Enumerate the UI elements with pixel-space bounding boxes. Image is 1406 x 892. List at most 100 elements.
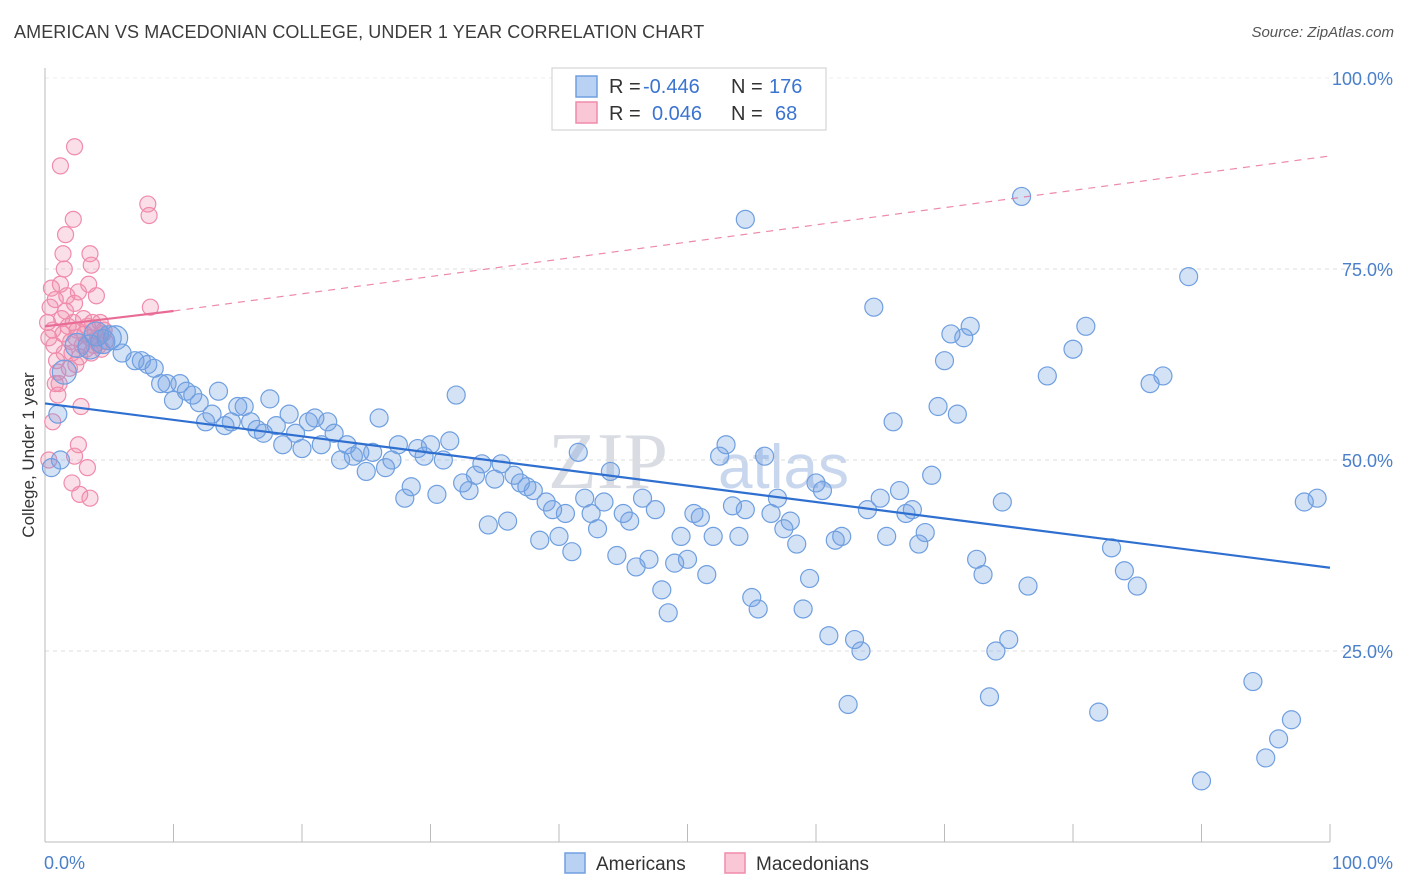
americans-point bbox=[478, 515, 498, 535]
americans-point bbox=[542, 500, 563, 520]
americans-point bbox=[1089, 702, 1109, 722]
americans-point bbox=[202, 404, 222, 424]
bottom-legend: Americans Macedonians bbox=[564, 852, 869, 875]
americans-point bbox=[870, 488, 890, 508]
americans-point bbox=[716, 435, 736, 455]
americans-point bbox=[600, 461, 621, 482]
americans-point bbox=[671, 526, 691, 547]
americans-point bbox=[735, 209, 755, 229]
americans-point bbox=[928, 396, 948, 417]
americans-point bbox=[1268, 729, 1289, 749]
americans-n-value: 176 bbox=[769, 76, 802, 98]
x-tick-label-left: 0.0% bbox=[44, 853, 85, 873]
americans-point bbox=[523, 480, 543, 501]
americans-point bbox=[427, 484, 447, 504]
americans-legend-swatch bbox=[564, 852, 586, 874]
americans-point bbox=[677, 549, 698, 569]
macedonians-trend-extension bbox=[173, 155, 1331, 312]
americans-point bbox=[934, 351, 955, 371]
americans-point bbox=[465, 465, 486, 485]
legend-n-label: N = bbox=[731, 76, 763, 98]
americans-point bbox=[555, 503, 576, 524]
americans-point bbox=[549, 526, 569, 547]
americans-point bbox=[395, 488, 415, 508]
americans-point bbox=[632, 488, 653, 508]
americans-point bbox=[748, 599, 768, 619]
americans-point bbox=[665, 553, 685, 573]
americans-point bbox=[787, 534, 807, 554]
americans-point bbox=[356, 461, 376, 482]
americans-point bbox=[208, 381, 229, 401]
macedonians-point bbox=[82, 256, 100, 274]
macedonians-point bbox=[140, 206, 158, 225]
americans-point bbox=[440, 431, 460, 451]
macedonians-point bbox=[64, 210, 82, 228]
americans-point bbox=[973, 564, 993, 585]
americans-point bbox=[652, 580, 672, 600]
macedonians-point bbox=[54, 245, 72, 263]
macedonians-point bbox=[56, 226, 75, 244]
americans-point bbox=[780, 511, 800, 531]
americans-point bbox=[587, 519, 608, 539]
americans-point bbox=[613, 503, 633, 524]
americans-point bbox=[189, 393, 209, 413]
americans-point bbox=[318, 412, 338, 432]
macedonians-point bbox=[141, 298, 159, 316]
americans-point bbox=[838, 694, 858, 715]
americans-swatch bbox=[575, 75, 598, 98]
americans-point bbox=[228, 396, 248, 417]
americans-point bbox=[1294, 492, 1314, 512]
americans-point bbox=[639, 549, 659, 569]
americans-point bbox=[1281, 710, 1302, 730]
americans-point bbox=[1256, 748, 1276, 768]
macedonians-r-value: 0.046 bbox=[652, 103, 702, 125]
y-tick-label: 50.0% bbox=[1342, 451, 1393, 471]
americans-points bbox=[41, 186, 1327, 791]
americans-point bbox=[864, 297, 884, 317]
americans-point bbox=[1114, 561, 1135, 581]
americans-point bbox=[1076, 316, 1096, 336]
americans-point bbox=[375, 458, 396, 478]
americans-point bbox=[774, 519, 794, 539]
americans-legend-label: Americans bbox=[596, 854, 686, 875]
americans-point bbox=[883, 412, 903, 432]
macedonians-point bbox=[65, 447, 84, 465]
americans-point bbox=[722, 496, 743, 516]
americans-point bbox=[324, 423, 344, 443]
americans-point bbox=[1179, 267, 1199, 287]
americans-point bbox=[735, 500, 755, 520]
americans-point bbox=[742, 587, 762, 608]
macedonians-point bbox=[81, 489, 99, 507]
macedonians-point bbox=[78, 459, 97, 477]
macedonians-n-value: 68 bbox=[775, 103, 797, 125]
legend-box: R = -0.446 N = 176 R = 0.046 N = 68 bbox=[551, 67, 827, 131]
americans-point bbox=[1153, 366, 1173, 386]
americans-point bbox=[992, 492, 1012, 512]
trend-lines bbox=[44, 155, 1331, 569]
americans-point bbox=[279, 404, 299, 424]
americans-point bbox=[947, 404, 967, 424]
americans-point bbox=[851, 641, 871, 661]
americans-point bbox=[832, 526, 852, 547]
americans-point bbox=[954, 328, 974, 348]
americans-point bbox=[710, 446, 730, 466]
americans-point bbox=[729, 526, 749, 547]
americans-point bbox=[183, 385, 203, 405]
americans-point bbox=[363, 442, 383, 462]
americans-point bbox=[697, 564, 717, 585]
watermark-atlas: atlas bbox=[718, 433, 849, 502]
americans-point bbox=[504, 465, 524, 485]
americans-point bbox=[260, 389, 280, 409]
axes bbox=[44, 68, 1331, 843]
macedonians-point bbox=[65, 138, 84, 156]
americans-point bbox=[266, 416, 286, 436]
americans-point bbox=[909, 534, 929, 554]
americans-point bbox=[1037, 366, 1057, 386]
americans-point bbox=[1018, 576, 1038, 596]
americans-point bbox=[562, 542, 582, 562]
americans-point bbox=[292, 438, 312, 459]
americans-point bbox=[51, 359, 77, 385]
americans-point bbox=[645, 500, 665, 520]
americans-point bbox=[568, 442, 588, 462]
